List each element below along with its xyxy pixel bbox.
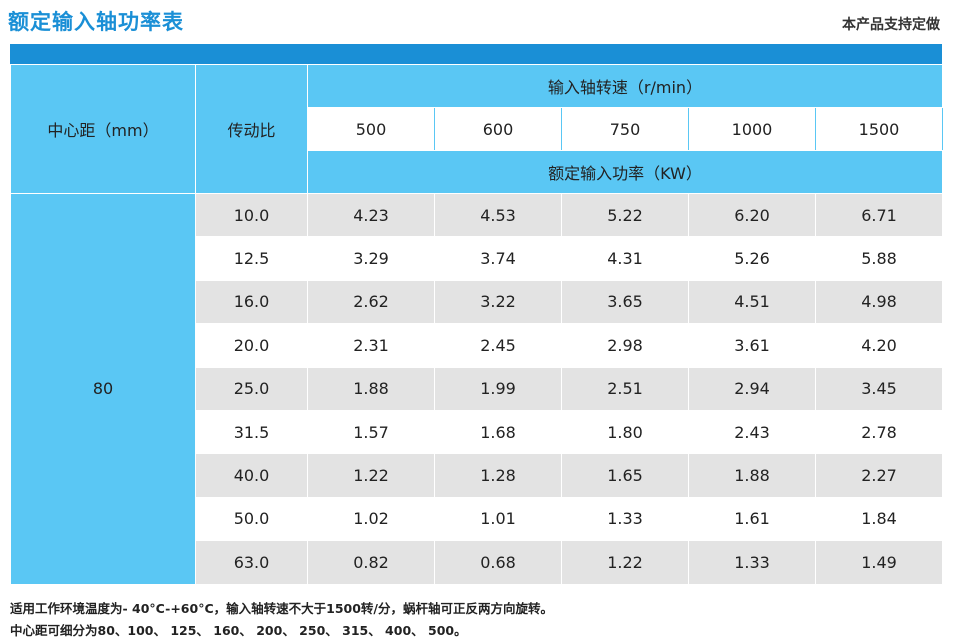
power-cell: 1.88 bbox=[307, 366, 435, 411]
power-cell: 2.94 bbox=[688, 366, 816, 411]
power-cell: 1.02 bbox=[307, 496, 435, 542]
power-cell: 5.26 bbox=[688, 236, 816, 281]
speed-500: 500 bbox=[307, 107, 435, 151]
power-cell: 3.29 bbox=[307, 236, 435, 281]
table-row: 20.0 2.31 2.45 2.98 3.61 4.20 bbox=[11, 323, 943, 368]
table-top-bar bbox=[10, 44, 942, 64]
power-cell: 1.22 bbox=[561, 540, 689, 585]
power-cell: 1.22 bbox=[307, 453, 435, 498]
power-cell: 1.61 bbox=[688, 496, 816, 542]
power-table: 中心距（mm） 传动比 输入轴转速（r/min） 500 600 750 100… bbox=[10, 64, 943, 585]
power-cell: 1.28 bbox=[434, 453, 562, 498]
page-header: 额定输入轴功率表 本产品支持定做 bbox=[0, 0, 954, 44]
power-cell: 6.71 bbox=[815, 192, 943, 238]
power-cell: 5.88 bbox=[815, 236, 943, 281]
header-rated-power: 额定输入功率（KW） bbox=[307, 150, 943, 194]
power-cell: 1.01 bbox=[434, 496, 562, 542]
page-subtitle: 本产品支持定做 bbox=[842, 17, 940, 33]
speed-1500: 1500 bbox=[815, 107, 943, 151]
power-cell: 1.80 bbox=[561, 409, 689, 455]
power-cell: 4.53 bbox=[434, 192, 562, 238]
power-cell: 0.68 bbox=[434, 540, 562, 585]
header-input-speed: 输入轴转速（r/min） bbox=[307, 64, 943, 108]
table-row: 31.5 1.57 1.68 1.80 2.43 2.78 bbox=[11, 409, 943, 455]
power-cell: 1.99 bbox=[434, 366, 562, 411]
ratio-cell: 50.0 bbox=[195, 496, 308, 542]
power-cell: 2.62 bbox=[307, 279, 435, 325]
power-cell: 1.65 bbox=[561, 453, 689, 498]
power-cell: 0.82 bbox=[307, 540, 435, 585]
ratio-cell: 40.0 bbox=[195, 453, 308, 498]
header-ratio: 传动比 bbox=[195, 64, 308, 194]
power-cell: 4.20 bbox=[815, 323, 943, 368]
power-cell: 4.51 bbox=[688, 279, 816, 325]
power-cell: 3.45 bbox=[815, 366, 943, 411]
ratio-cell: 31.5 bbox=[195, 409, 308, 455]
power-cell: 1.33 bbox=[561, 496, 689, 542]
speed-750: 750 bbox=[561, 107, 689, 151]
note-temperature: 适用工作环境温度为- 40°C-+60°C，输入轴转速不大于1500转/分，蜗杆… bbox=[10, 601, 553, 616]
power-cell: 1.84 bbox=[815, 496, 943, 542]
power-cell: 3.22 bbox=[434, 279, 562, 325]
ratio-cell: 20.0 bbox=[195, 323, 308, 368]
speed-1000: 1000 bbox=[688, 107, 816, 151]
speed-600: 600 bbox=[434, 107, 562, 151]
table-row: 16.0 2.62 3.22 3.65 4.51 4.98 bbox=[11, 279, 943, 325]
power-cell: 1.57 bbox=[307, 409, 435, 455]
table-row: 40.0 1.22 1.28 1.65 1.88 2.27 bbox=[11, 453, 943, 498]
ratio-cell: 25.0 bbox=[195, 366, 308, 411]
table-row: 80 10.0 4.23 4.53 5.22 6.20 6.71 bbox=[10, 192, 943, 585]
power-cell: 1.33 bbox=[688, 540, 816, 585]
power-cell: 4.98 bbox=[815, 279, 943, 325]
power-cell: 2.31 bbox=[307, 323, 435, 368]
power-cell: 6.20 bbox=[688, 192, 816, 238]
power-cell: 3.61 bbox=[688, 323, 816, 368]
table-row: 63.0 0.82 0.68 1.22 1.33 1.49 bbox=[11, 540, 943, 585]
power-cell: 1.49 bbox=[815, 540, 943, 585]
page-title: 额定输入轴功率表 bbox=[8, 10, 184, 34]
power-cell: 2.98 bbox=[561, 323, 689, 368]
power-cell: 2.27 bbox=[815, 453, 943, 498]
power-cell: 1.88 bbox=[688, 453, 816, 498]
ratio-cell: 10.0 bbox=[195, 192, 308, 238]
power-cell: 2.78 bbox=[815, 409, 943, 455]
header-center-distance: 中心距（mm） bbox=[10, 64, 196, 194]
power-cell: 4.23 bbox=[307, 192, 435, 238]
table-row: 25.0 1.88 1.99 2.51 2.94 3.45 bbox=[11, 366, 943, 411]
power-cell: 5.22 bbox=[561, 192, 689, 238]
ratio-cell: 63.0 bbox=[195, 540, 308, 585]
power-cell: 2.45 bbox=[434, 323, 562, 368]
power-cell: 2.51 bbox=[561, 366, 689, 411]
power-cell: 1.68 bbox=[434, 409, 562, 455]
power-cell: 3.74 bbox=[434, 236, 562, 281]
power-cell: 2.43 bbox=[688, 409, 816, 455]
power-cell: 3.65 bbox=[561, 279, 689, 325]
table-row: 12.5 3.29 3.74 4.31 5.26 5.88 bbox=[11, 236, 943, 281]
center-distance-value: 80 bbox=[10, 193, 196, 585]
note-center-distance: 中心距可细分为80、100、 125、 160、 200、 250、 315、 … bbox=[10, 623, 467, 638]
ratio-cell: 16.0 bbox=[195, 279, 308, 325]
ratio-cell: 12.5 bbox=[195, 236, 308, 281]
power-cell: 4.31 bbox=[561, 236, 689, 281]
table-row: 50.0 1.02 1.01 1.33 1.61 1.84 bbox=[11, 496, 943, 542]
